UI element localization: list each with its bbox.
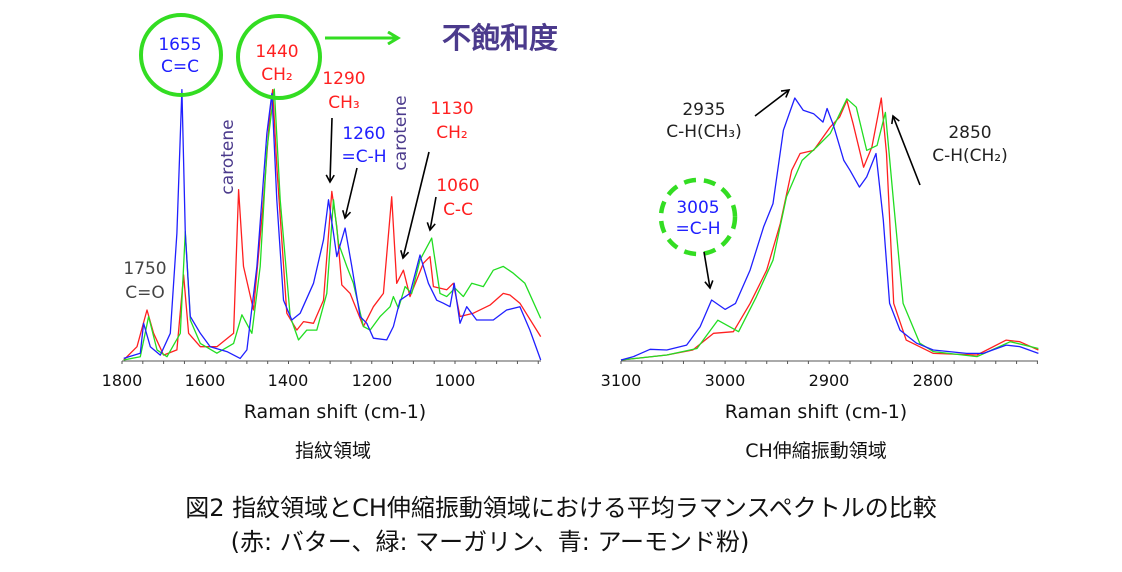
unsaturation-label: 不飽和度 bbox=[442, 21, 558, 55]
peak-1130-value: 1130 bbox=[430, 99, 473, 119]
ch-stretch-chart: 3100 3000 2900 2800 Raman shift (cm-1) C… bbox=[601, 89, 1039, 462]
peak-1750-assign: C=O bbox=[125, 283, 165, 303]
arrow-icon bbox=[426, 196, 437, 232]
arrow-icon bbox=[703, 251, 714, 290]
peak-1440-value: 1440 bbox=[255, 42, 298, 62]
series-line-バター bbox=[620, 97, 1039, 361]
x-tick-label: 1200 bbox=[352, 371, 393, 390]
peak-1260-value: 1260 bbox=[342, 124, 385, 144]
x-tick-label: 1600 bbox=[185, 371, 226, 390]
peak-2935-value: 2935 bbox=[682, 100, 725, 120]
peak-1060-assign: C-C bbox=[443, 200, 473, 220]
peak-1290-assign: CH₃ bbox=[328, 93, 359, 113]
arrow-icon bbox=[754, 89, 791, 117]
series-line-バター bbox=[123, 88, 542, 361]
peak-1750-value: 1750 bbox=[123, 259, 166, 279]
peak-2935-assign: C-H(CH₃) bbox=[666, 122, 742, 142]
arrow-icon bbox=[325, 117, 335, 184]
arrow-icon bbox=[891, 114, 921, 186]
x-tick-label: 1000 bbox=[435, 371, 476, 390]
peak-2850-value: 2850 bbox=[948, 123, 991, 143]
x-tick-label: 2800 bbox=[913, 371, 954, 390]
chart-title: CH伸縮振動領域 bbox=[745, 440, 887, 462]
x-tick-label: 3100 bbox=[601, 371, 642, 390]
x-axis-title: Raman shift (cm-1) bbox=[244, 401, 426, 423]
series-line-マーガリン bbox=[123, 88, 542, 361]
highlight-circle-1655 bbox=[139, 13, 223, 97]
fingerprint-chart: 1800 1600 1400 1200 1000 Raman shift (cm… bbox=[102, 13, 558, 462]
series-line-アーモンド粉 bbox=[620, 97, 1039, 361]
figure-caption-line2: (赤: バター、緑: マーガリン、青: アーモンド粉) bbox=[231, 528, 750, 556]
peak-1440-assign: CH₂ bbox=[261, 65, 292, 85]
arrow-icon bbox=[341, 167, 358, 220]
x-tick-label: 2900 bbox=[809, 371, 850, 390]
carotene-label: carotene bbox=[391, 95, 411, 170]
x-tick-label: 1400 bbox=[268, 371, 309, 390]
peak-1260-assign: =C-H bbox=[341, 147, 386, 167]
peak-1290-value: 1290 bbox=[322, 69, 365, 89]
carotene-label: carotene bbox=[218, 119, 238, 194]
peak-3005-value: 3005 bbox=[676, 198, 719, 218]
series-line-アーモンド粉 bbox=[123, 88, 542, 361]
x-axis-title: Raman shift (cm-1) bbox=[725, 401, 907, 423]
peak-1060-value: 1060 bbox=[436, 176, 479, 196]
x-tick-label: 3000 bbox=[705, 371, 746, 390]
peak-2850-assign: C-H(CH₂) bbox=[932, 146, 1008, 166]
highlight-circle-1440 bbox=[236, 14, 322, 100]
x-tick-label: 1800 bbox=[102, 371, 143, 390]
highlight-circle-3005 bbox=[658, 177, 738, 257]
arrow-icon bbox=[400, 151, 430, 260]
peak-1130-assign: CH₂ bbox=[436, 123, 467, 143]
peak-1655-value: 1655 bbox=[158, 35, 201, 55]
peak-3005-assign: =C-H bbox=[675, 219, 720, 239]
chart-title: 指紋領域 bbox=[295, 440, 371, 462]
peak-1655-assign: C=C bbox=[161, 57, 199, 77]
figure-caption-line1: 図2 指紋領域とCH伸縮振動領域における平均ラマンスペクトルの比較 bbox=[185, 494, 937, 522]
